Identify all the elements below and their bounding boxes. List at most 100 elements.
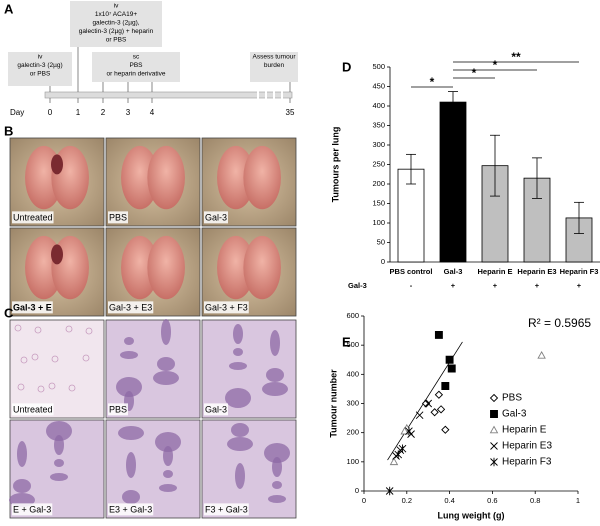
y-axis-label: Tumour number: [328, 369, 338, 438]
lung-lobe: [243, 145, 281, 210]
scatter-point: [441, 425, 450, 434]
y-tick-label: 350: [372, 120, 385, 129]
y-tick-label: 0: [381, 257, 385, 266]
tissue-blob: [46, 421, 72, 441]
scatter-point: [405, 427, 413, 436]
y-tick-label: 400: [372, 101, 385, 110]
image-label: Gal-3: [205, 404, 227, 414]
image-frame: [9, 319, 105, 419]
annotation: R² = 0.5965: [528, 316, 591, 330]
tissue-blob: [270, 330, 280, 356]
tissue-blob: [262, 382, 288, 396]
significance-label: **: [511, 50, 521, 64]
y-tick-label: 500: [346, 340, 359, 349]
image-label: Gal-3 + E3: [109, 302, 152, 312]
lung-hilum: [51, 154, 63, 175]
day-text: 1: [76, 108, 81, 117]
y-tick-label: 200: [372, 179, 385, 188]
y-tick-label: 150: [372, 198, 385, 207]
image-label-bg: [12, 211, 54, 224]
x-axis-label: Lung weight (g): [438, 510, 505, 520]
scatter-point: [389, 457, 399, 466]
scatter-point: [436, 405, 446, 414]
y-axis-label: Tumours per lung: [330, 127, 340, 203]
lung-lobe: [121, 235, 159, 300]
scatter-point: [400, 426, 409, 435]
y-tick-label: 400: [346, 369, 359, 378]
tissue-blob: [266, 368, 284, 382]
alveolus: [65, 325, 73, 333]
bar: [439, 101, 467, 263]
box-text: Assess tumour: [253, 54, 297, 61]
lung-lobe: [121, 145, 159, 210]
tissue-blob: [264, 443, 290, 463]
box-text: burden: [264, 62, 285, 69]
tissue-blob: [159, 484, 177, 492]
row-sign: -: [410, 281, 413, 290]
x-tick-label: 0: [362, 496, 366, 505]
y-tick-label: 200: [346, 428, 359, 437]
image-label: E3 + Gal-3: [109, 504, 152, 514]
image-label: Untreated: [13, 404, 53, 414]
tissue-blob: [118, 426, 144, 440]
x-tick-label: Heparin E: [477, 267, 513, 276]
box-text: sc: [133, 54, 140, 61]
y-tick-label: 50: [377, 237, 385, 246]
tissue-blob: [157, 357, 175, 371]
y-tick-label: 300: [346, 398, 359, 407]
timeline-bar: [44, 91, 293, 99]
image-frame: [201, 419, 297, 519]
legend-label: Heparin E3: [502, 441, 552, 452]
tissue-blob: [163, 470, 173, 478]
box-text: PBS: [129, 62, 143, 69]
tissue-blob: [54, 435, 64, 455]
tissue-blob: [116, 377, 142, 397]
x-tick-label: 0.6: [487, 496, 497, 505]
box-text: galectin-3 (2µg) + heparin: [79, 28, 154, 35]
y-tick-label: 300: [372, 140, 385, 149]
y-tick-label: 100: [372, 218, 385, 227]
legend-marker: [489, 425, 499, 434]
image-label-bg: [108, 503, 154, 516]
tissue-blob: [155, 432, 181, 452]
tissue-blob: [272, 457, 282, 477]
image-label: Gal-3 + E: [13, 302, 52, 312]
legend-marker: [489, 393, 499, 403]
tissue-blob: [163, 446, 173, 466]
timeline-box: [8, 52, 72, 86]
alveolus: [85, 327, 93, 335]
alveolus: [31, 353, 39, 361]
legend-label: Heparin E: [502, 425, 547, 436]
lung-lobe: [217, 145, 255, 210]
day-text: 2: [101, 108, 106, 117]
y-tick-label: 100: [346, 457, 359, 466]
lung-hilum: [51, 244, 63, 265]
panel-label: E: [342, 334, 351, 349]
y-tick-label: 600: [346, 311, 359, 320]
scatter-point: [445, 355, 454, 364]
tissue-blob: [122, 490, 140, 504]
tissue-blob: [153, 371, 179, 385]
y-tick-label: 500: [372, 62, 385, 71]
x-tick-label: 0.2: [402, 496, 412, 505]
image-label: Gal-3: [205, 212, 227, 222]
y-tick-label: 0: [355, 486, 359, 495]
scatter-point: [434, 331, 443, 339]
day-text: 0: [48, 108, 53, 117]
image-label: F3 + Gal-3: [205, 504, 248, 514]
image-label-bg: [108, 403, 129, 416]
image-label-bg: [108, 301, 154, 314]
x-tick-label: 0.8: [530, 496, 540, 505]
image-frame: [201, 319, 297, 419]
panel-label: D: [342, 59, 351, 74]
x-tick-label: Heparin E3: [517, 267, 557, 276]
lung-lobe: [243, 235, 281, 300]
tissue-blob: [268, 495, 286, 503]
image-label-bg: [12, 403, 54, 416]
image-label: E + Gal-3: [13, 504, 51, 514]
row-sign: +: [577, 281, 582, 290]
image-label-bg: [204, 403, 229, 416]
image-label-bg: [204, 211, 229, 224]
